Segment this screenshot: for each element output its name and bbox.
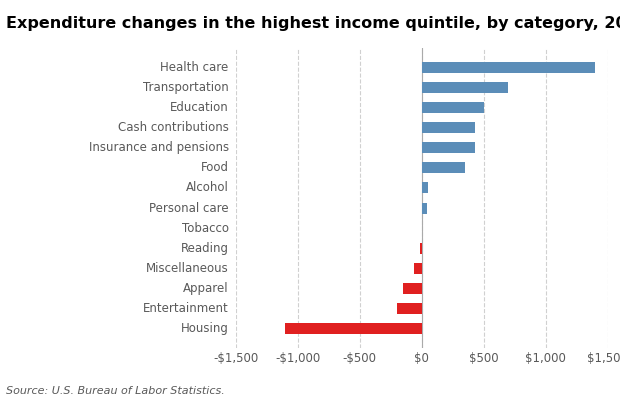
Bar xyxy=(422,142,475,153)
Text: Source: U.S. Bureau of Labor Statistics.: Source: U.S. Bureau of Labor Statistics. xyxy=(6,386,225,396)
Bar xyxy=(414,263,422,274)
Bar xyxy=(422,182,428,194)
Bar xyxy=(403,283,422,294)
Bar xyxy=(422,102,484,113)
Bar xyxy=(397,303,422,314)
Bar xyxy=(422,82,508,93)
Bar xyxy=(422,62,595,73)
Bar xyxy=(285,323,422,334)
Bar xyxy=(422,162,465,173)
Text: Expenditure changes in the highest income quintile, by category, 2008–2012: Expenditure changes in the highest incom… xyxy=(6,16,620,31)
Bar xyxy=(422,202,427,214)
Bar xyxy=(422,122,475,133)
Bar xyxy=(420,243,422,254)
